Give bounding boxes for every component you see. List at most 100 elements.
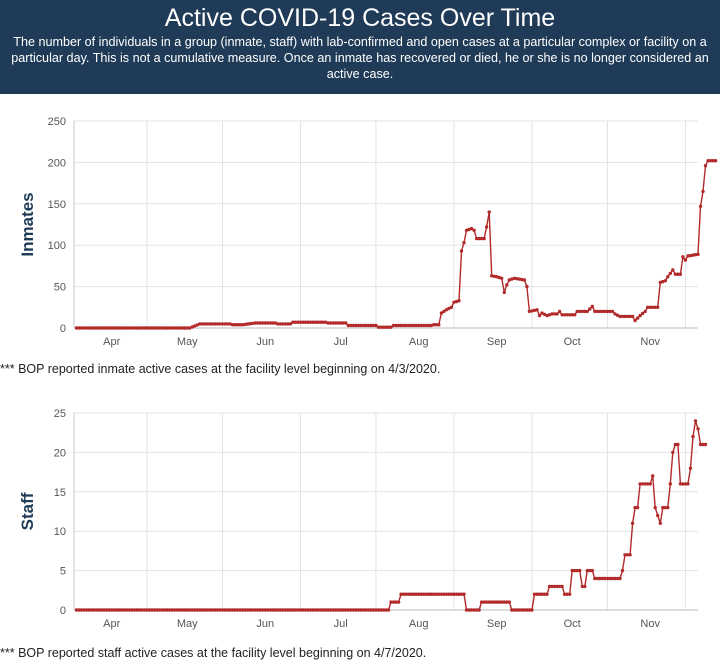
inmates-data-point[interactable]	[618, 314, 622, 319]
staff-data-point[interactable]	[296, 608, 300, 612]
staff-data-point[interactable]	[537, 592, 542, 596]
staff-data-point[interactable]	[696, 427, 700, 431]
inmates-data-point[interactable]	[180, 326, 184, 330]
inmates-data-point[interactable]	[535, 308, 539, 312]
staff-data-point[interactable]	[484, 600, 489, 604]
inmates-data-point[interactable]	[326, 321, 330, 325]
staff-data-point[interactable]	[389, 600, 393, 604]
inmates-data-point[interactable]	[127, 326, 132, 330]
inmates-data-point[interactable]	[673, 272, 678, 276]
staff-data-point[interactable]	[671, 450, 675, 455]
inmates-data-point[interactable]	[369, 323, 373, 328]
inmates-data-point[interactable]	[240, 323, 245, 327]
inmates-data-point[interactable]	[84, 326, 89, 330]
staff-data-point[interactable]	[469, 608, 474, 612]
inmates-data-point[interactable]	[628, 314, 632, 319]
staff-data-point[interactable]	[77, 608, 81, 612]
staff-data-point[interactable]	[371, 608, 376, 612]
staff-data-point[interactable]	[575, 568, 579, 573]
staff-data-point[interactable]	[396, 600, 401, 604]
staff-data-point[interactable]	[147, 608, 152, 612]
staff-data-point[interactable]	[316, 608, 320, 612]
staff-data-point[interactable]	[326, 608, 330, 612]
staff-data-point[interactable]	[429, 592, 433, 596]
staff-data-point[interactable]	[442, 592, 446, 596]
staff-data-point[interactable]	[291, 608, 295, 612]
inmates-data-point[interactable]	[220, 322, 225, 326]
staff-data-point[interactable]	[412, 592, 416, 596]
inmates-data-point[interactable]	[271, 321, 275, 325]
staff-data-point[interactable]	[527, 608, 532, 612]
inmates-data-point[interactable]	[248, 322, 252, 326]
inmates-data-point[interactable]	[401, 323, 406, 328]
inmates-data-point[interactable]	[671, 268, 675, 272]
staff-data-point[interactable]	[145, 608, 149, 612]
staff-data-point[interactable]	[243, 608, 247, 612]
staff-data-point[interactable]	[200, 608, 204, 612]
inmates-data-point[interactable]	[391, 323, 396, 328]
staff-data-point[interactable]	[540, 592, 544, 596]
inmates-data-point[interactable]	[613, 312, 617, 316]
inmates-data-point[interactable]	[87, 326, 91, 330]
staff-data-point[interactable]	[321, 608, 325, 612]
staff-data-point[interactable]	[228, 608, 232, 612]
staff-data-point[interactable]	[535, 592, 539, 596]
inmates-data-point[interactable]	[210, 322, 215, 326]
staff-data-point[interactable]	[150, 608, 154, 612]
inmates-data-point[interactable]	[515, 277, 519, 281]
staff-data-point[interactable]	[376, 608, 381, 612]
inmates-data-point[interactable]	[107, 326, 111, 330]
inmates-data-point[interactable]	[188, 326, 192, 330]
staff-data-point[interactable]	[437, 592, 441, 596]
staff-data-point[interactable]	[555, 584, 559, 589]
inmates-data-point[interactable]	[706, 159, 710, 163]
staff-data-point[interactable]	[520, 608, 524, 612]
staff-data-point[interactable]	[512, 608, 516, 612]
staff-data-point[interactable]	[500, 600, 504, 604]
staff-data-point[interactable]	[344, 608, 348, 612]
inmates-data-point[interactable]	[492, 274, 496, 278]
inmates-data-point[interactable]	[693, 253, 698, 257]
inmates-data-point[interactable]	[648, 305, 652, 309]
staff-data-point[interactable]	[406, 592, 411, 596]
staff-data-point[interactable]	[424, 592, 428, 596]
staff-data-point[interactable]	[356, 608, 360, 612]
inmates-data-point[interactable]	[142, 326, 147, 330]
staff-data-point[interactable]	[110, 608, 114, 612]
staff-data-point[interactable]	[354, 608, 358, 612]
staff-data-point[interactable]	[115, 608, 119, 612]
inmates-data-point[interactable]	[198, 322, 202, 326]
staff-data-point[interactable]	[633, 505, 637, 510]
staff-data-point[interactable]	[505, 600, 509, 604]
staff-data-point[interactable]	[235, 608, 240, 612]
inmates-data-point[interactable]	[522, 278, 527, 282]
staff-data-point[interactable]	[490, 600, 494, 604]
inmates-data-point[interactable]	[630, 314, 635, 319]
inmates-data-point[interactable]	[341, 321, 345, 325]
staff-data-point[interactable]	[474, 608, 479, 612]
inmates-data-point[interactable]	[698, 204, 703, 208]
staff-data-point[interactable]	[525, 608, 529, 612]
inmates-data-point[interactable]	[145, 326, 149, 330]
inmates-data-point[interactable]	[147, 326, 152, 330]
staff-data-point[interactable]	[175, 608, 179, 612]
staff-data-point[interactable]	[648, 482, 652, 486]
inmates-data-point[interactable]	[666, 275, 670, 279]
staff-data-point[interactable]	[142, 608, 147, 612]
staff-data-point[interactable]	[281, 608, 285, 612]
staff-data-point[interactable]	[364, 608, 368, 612]
staff-data-point[interactable]	[487, 600, 491, 604]
staff-data-point[interactable]	[379, 608, 383, 612]
inmates-data-point[interactable]	[170, 326, 174, 330]
staff-data-point[interactable]	[495, 600, 499, 604]
inmates-data-point[interactable]	[97, 326, 101, 330]
staff-data-point[interactable]	[278, 608, 282, 612]
inmates-data-point[interactable]	[117, 326, 122, 330]
inmates-data-point[interactable]	[711, 159, 715, 163]
staff-data-point[interactable]	[190, 608, 194, 612]
staff-data-point[interactable]	[459, 592, 464, 596]
staff-data-point[interactable]	[213, 608, 217, 612]
staff-data-point[interactable]	[462, 592, 466, 596]
staff-data-point[interactable]	[125, 608, 129, 612]
staff-data-point[interactable]	[94, 608, 99, 612]
